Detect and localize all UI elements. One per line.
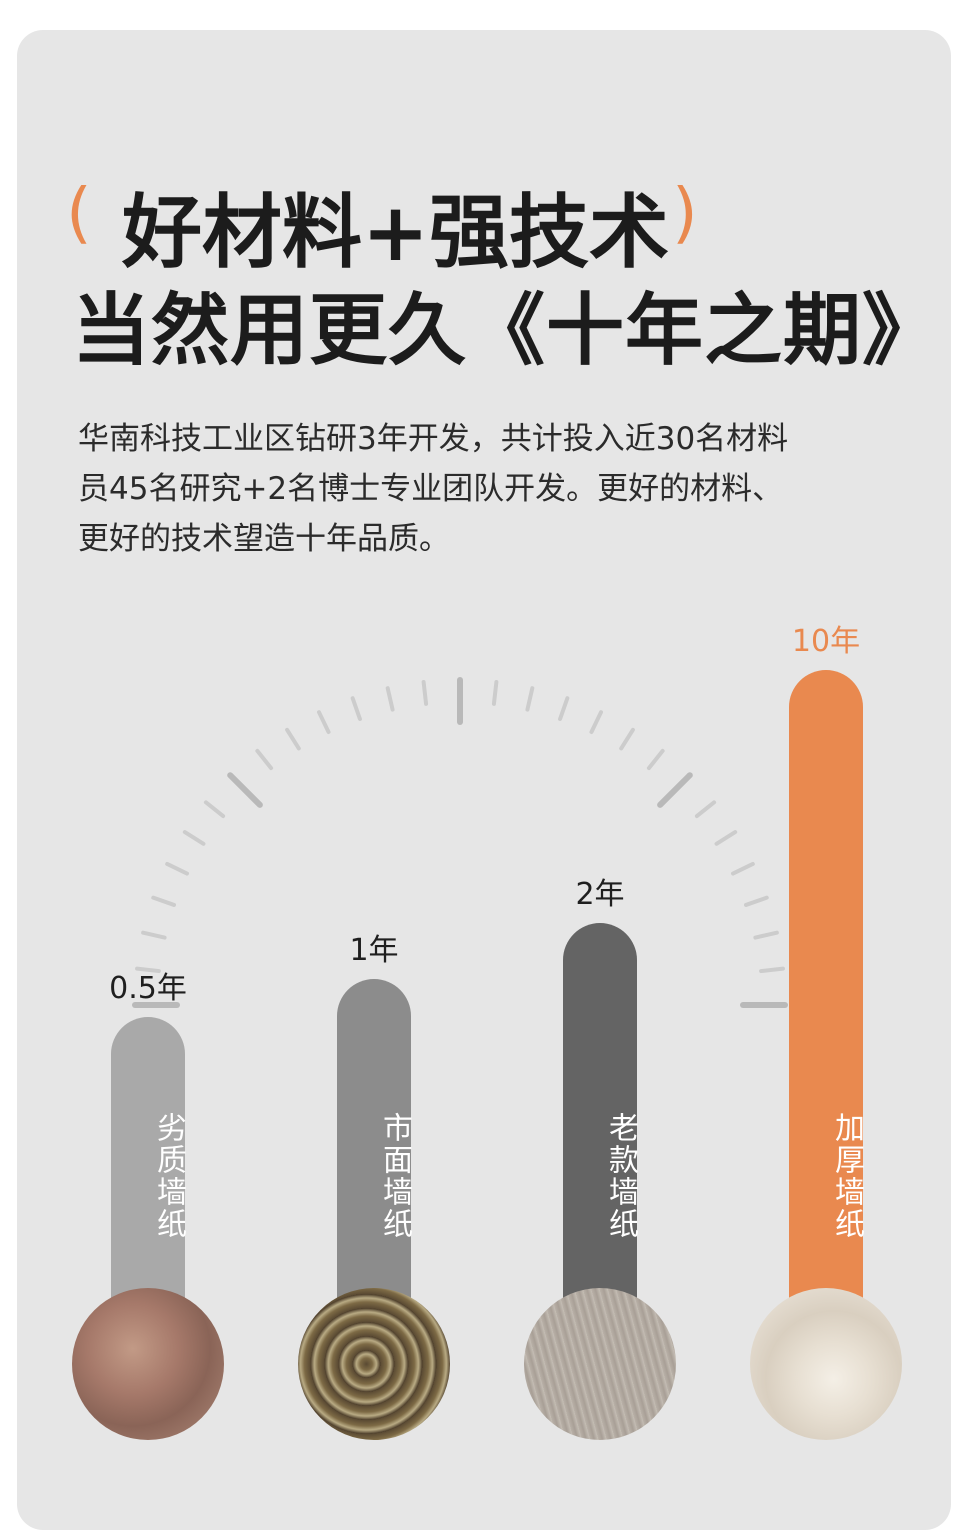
grey-wallpaper-roll-photo bbox=[524, 1288, 676, 1440]
gauge-tick bbox=[135, 966, 161, 974]
bar-value-label: 2年 bbox=[575, 877, 625, 912]
gauge-dial bbox=[132, 677, 788, 1008]
bar-4 bbox=[789, 670, 863, 1300]
gauge-tick bbox=[589, 710, 604, 735]
gauge-tick bbox=[165, 861, 190, 876]
gauge-tick bbox=[694, 800, 717, 819]
gauge-tick bbox=[316, 710, 331, 735]
gauge-tick bbox=[730, 861, 755, 876]
gauge-tick bbox=[255, 748, 274, 771]
gauge-tick bbox=[646, 748, 665, 771]
gauge-tick bbox=[619, 727, 635, 751]
headline-line-2: 当然用更久《十年之期》 bbox=[72, 286, 942, 376]
crack-wall-photo bbox=[72, 1288, 224, 1440]
gauge-tick bbox=[743, 895, 769, 907]
gauge-tick bbox=[558, 696, 570, 722]
gauge-tick bbox=[491, 680, 499, 706]
gauge-major-tick bbox=[657, 772, 693, 808]
description-text: 华南科技工业区钻研3年开发，共计投入近30名材料员45名研究+2名博士专业团队开… bbox=[78, 421, 789, 557]
gauge-tick bbox=[759, 966, 785, 974]
bar-value-label: 10年 bbox=[791, 624, 861, 659]
headline-text-1: 好材料+强技术 bbox=[122, 186, 670, 279]
gauge-tick bbox=[285, 727, 301, 751]
gauge-tick bbox=[350, 696, 362, 722]
gauge-major-tick bbox=[227, 772, 263, 808]
gauge-tick bbox=[151, 895, 177, 907]
bar-category-label: 老款墙纸 bbox=[603, 1112, 638, 1240]
gauge-tick bbox=[203, 800, 226, 819]
bar-2 bbox=[337, 979, 411, 1300]
gauge-tick bbox=[525, 686, 535, 712]
gauge-tick bbox=[182, 830, 206, 846]
bar-value-label: 1年 bbox=[349, 933, 399, 968]
cream-wallpaper-roll-photo bbox=[750, 1288, 902, 1440]
gauge-tick bbox=[714, 830, 738, 846]
open-bracket: ( bbox=[66, 174, 92, 251]
bar-3 bbox=[563, 923, 637, 1300]
old-rolled-wallpaper-photo bbox=[298, 1288, 450, 1440]
bar-category-label: 市面墙纸 bbox=[377, 1112, 412, 1240]
gauge-tick bbox=[421, 680, 429, 706]
bar-1 bbox=[111, 1017, 185, 1300]
gauge-tick bbox=[141, 930, 167, 940]
close-bracket: ) bbox=[672, 174, 698, 251]
gauge-tick bbox=[385, 686, 395, 712]
gauge-tick bbox=[753, 930, 779, 940]
bar-category-label: 劣质墙纸 bbox=[151, 1112, 186, 1240]
bar-category-label: 加厚墙纸 bbox=[829, 1112, 864, 1240]
headline-line-1: ( 好材料+强技术 ) bbox=[0, 168, 968, 279]
bar-value-label: 0.5年 bbox=[109, 971, 187, 1006]
